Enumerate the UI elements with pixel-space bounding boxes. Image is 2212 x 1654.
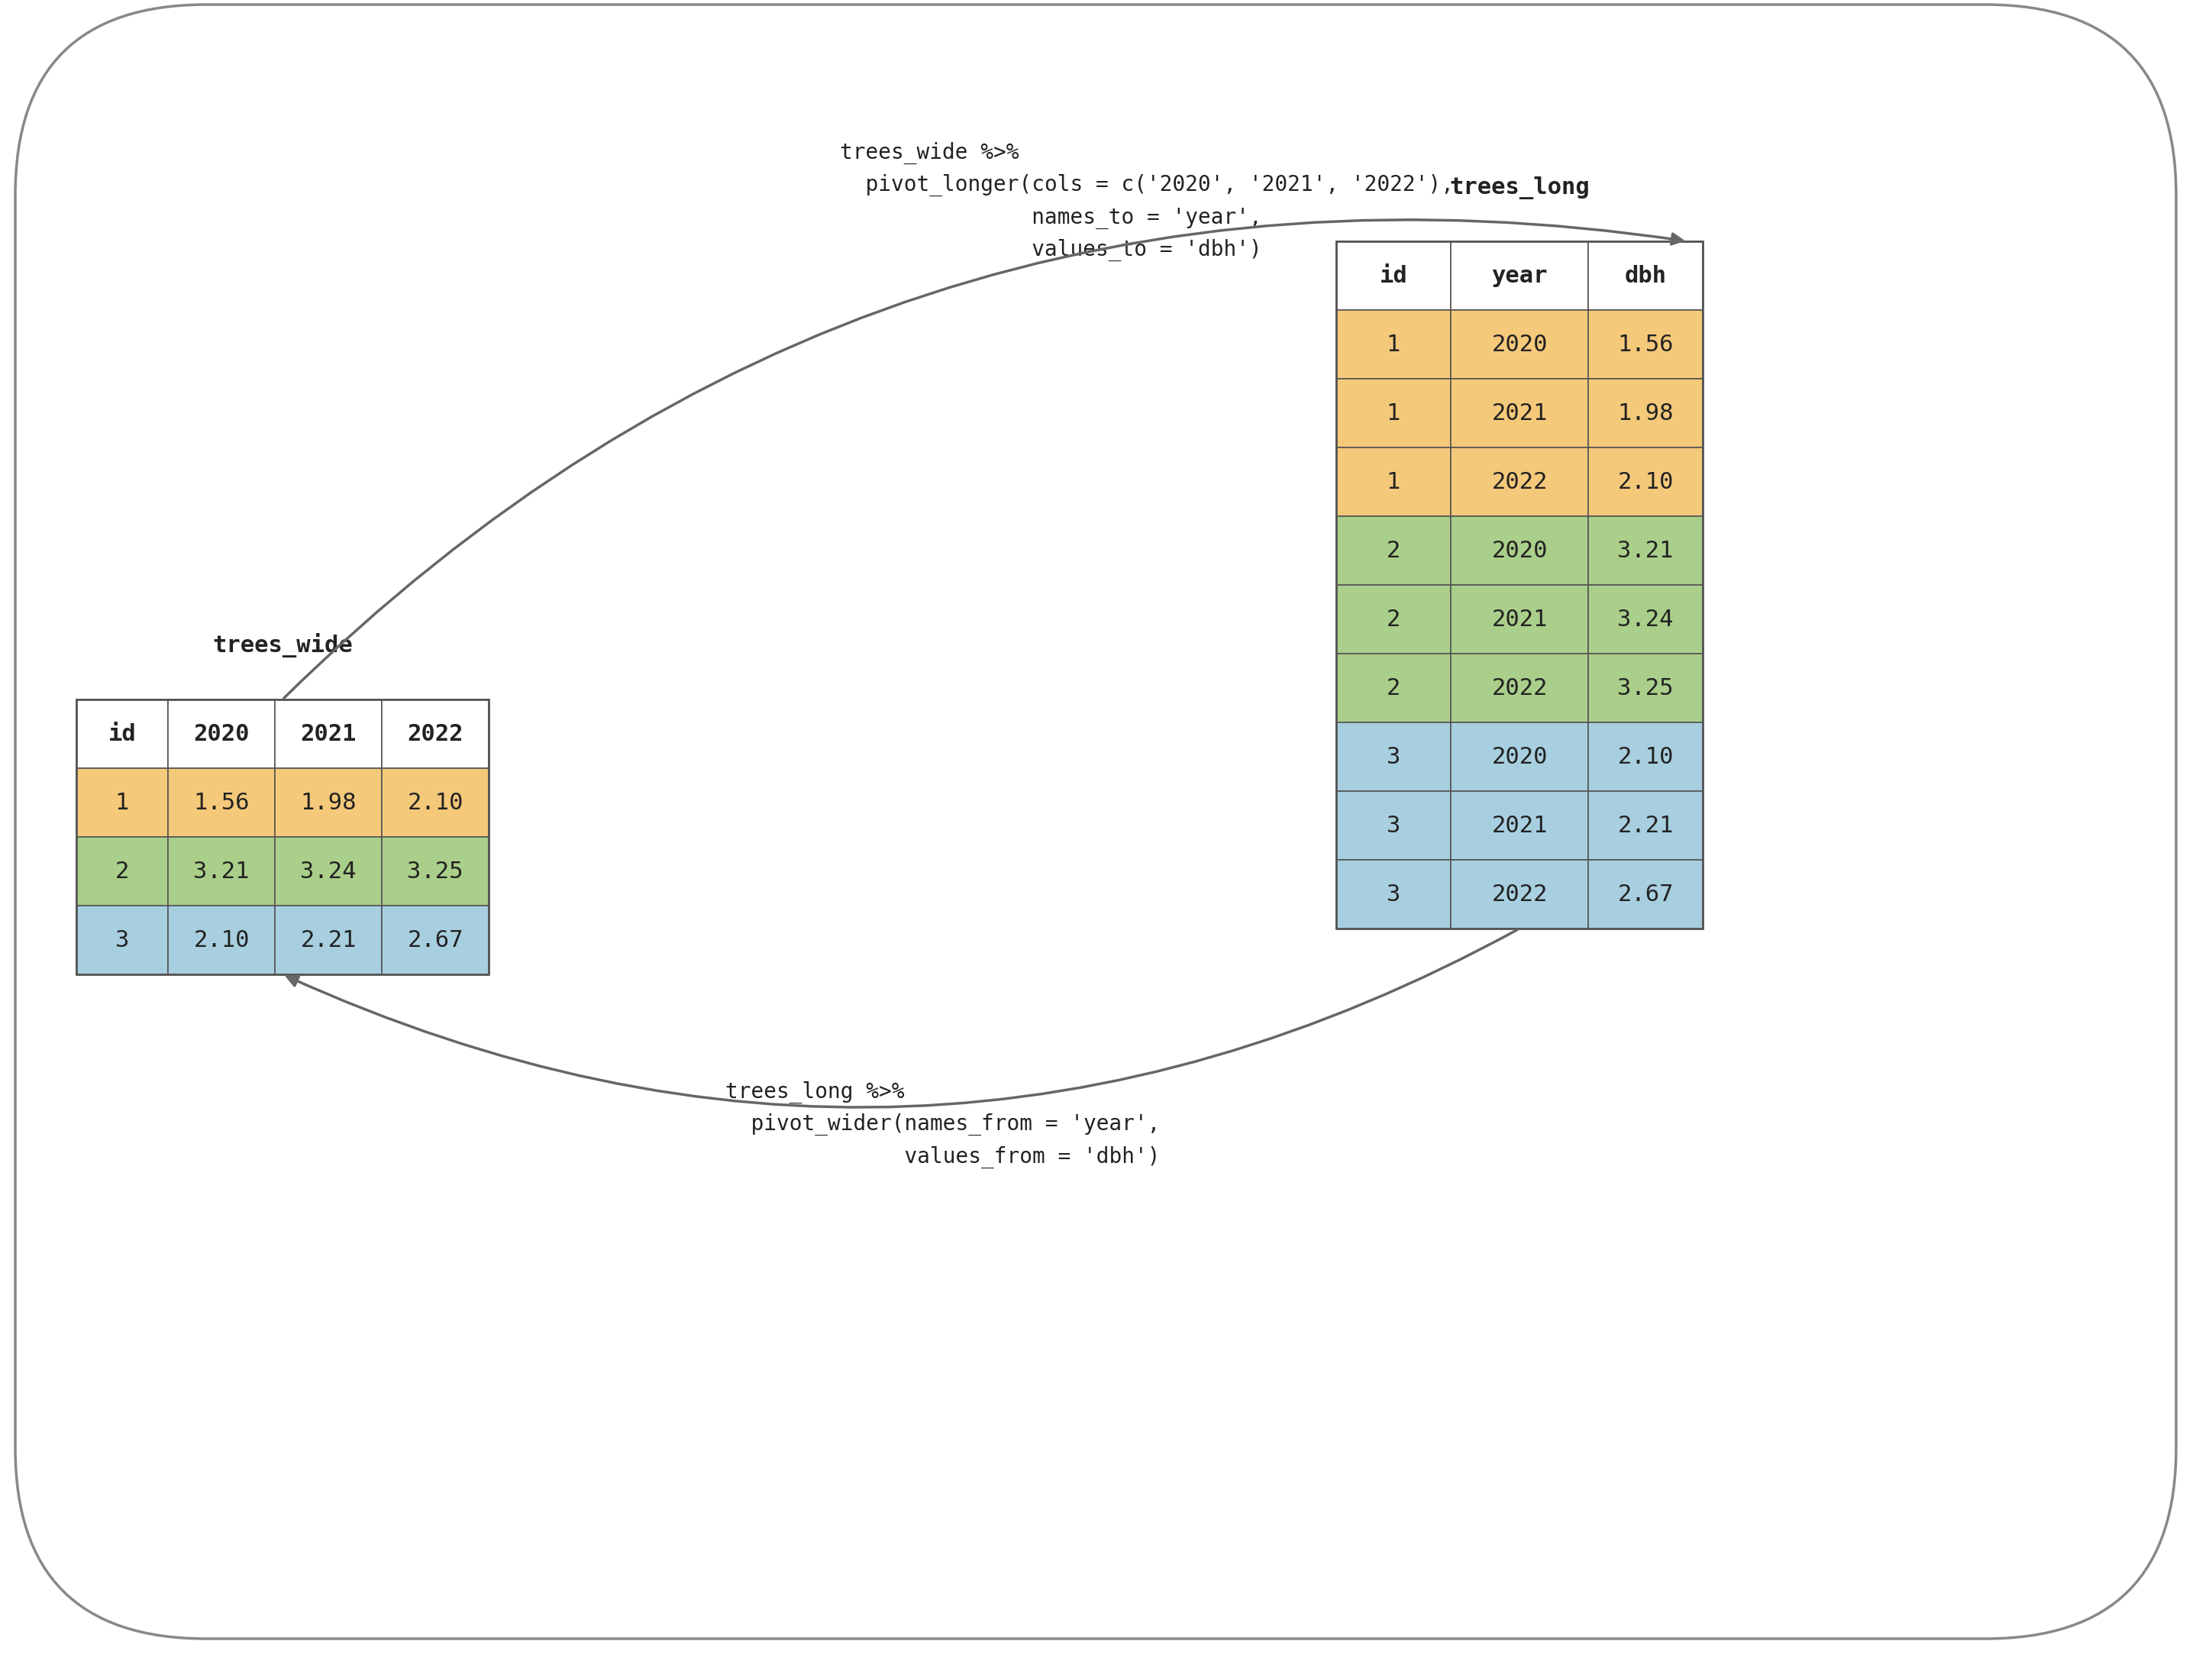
FancyBboxPatch shape <box>383 767 489 837</box>
Text: 3.21: 3.21 <box>1617 539 1674 562</box>
FancyBboxPatch shape <box>1451 723 1588 791</box>
Text: 3.25: 3.25 <box>1617 676 1674 700</box>
FancyBboxPatch shape <box>1336 791 1451 860</box>
Text: 2021: 2021 <box>301 723 356 744</box>
Text: 2.67: 2.67 <box>1617 883 1674 905</box>
Text: 2022: 2022 <box>1491 471 1548 493</box>
FancyBboxPatch shape <box>383 906 489 974</box>
FancyBboxPatch shape <box>1588 586 1703 653</box>
FancyBboxPatch shape <box>1451 791 1588 860</box>
Text: 2020: 2020 <box>1491 539 1548 562</box>
FancyBboxPatch shape <box>1451 586 1588 653</box>
Text: id: id <box>1380 265 1407 286</box>
FancyBboxPatch shape <box>77 837 168 906</box>
FancyBboxPatch shape <box>1588 241 1703 309</box>
Text: 2: 2 <box>1387 539 1400 562</box>
FancyBboxPatch shape <box>1588 723 1703 791</box>
FancyBboxPatch shape <box>1451 241 1588 309</box>
Text: 2.21: 2.21 <box>301 930 356 951</box>
Text: 2022: 2022 <box>1491 676 1548 700</box>
FancyBboxPatch shape <box>77 906 168 974</box>
FancyBboxPatch shape <box>77 767 168 837</box>
FancyBboxPatch shape <box>1451 516 1588 586</box>
FancyBboxPatch shape <box>274 700 383 767</box>
FancyBboxPatch shape <box>168 700 274 767</box>
FancyBboxPatch shape <box>168 906 274 974</box>
FancyBboxPatch shape <box>1588 791 1703 860</box>
FancyArrowPatch shape <box>288 930 1517 1107</box>
Text: 2020: 2020 <box>1491 746 1548 767</box>
Text: 2021: 2021 <box>1491 814 1548 837</box>
Text: 1.56: 1.56 <box>1617 334 1674 356</box>
Text: 3: 3 <box>1387 883 1400 905</box>
Text: 2.10: 2.10 <box>1617 746 1674 767</box>
Text: id: id <box>108 723 137 744</box>
FancyBboxPatch shape <box>1588 516 1703 586</box>
FancyBboxPatch shape <box>1336 653 1451 723</box>
FancyBboxPatch shape <box>1588 860 1703 928</box>
FancyBboxPatch shape <box>274 906 383 974</box>
FancyBboxPatch shape <box>1451 860 1588 928</box>
Text: 2.10: 2.10 <box>407 792 462 814</box>
Text: 2020: 2020 <box>1491 334 1548 356</box>
FancyBboxPatch shape <box>168 767 274 837</box>
Text: 2021: 2021 <box>1491 402 1548 423</box>
Text: 3: 3 <box>1387 814 1400 837</box>
FancyBboxPatch shape <box>168 837 274 906</box>
FancyBboxPatch shape <box>383 700 489 767</box>
FancyBboxPatch shape <box>1588 309 1703 379</box>
Text: 3: 3 <box>1387 746 1400 767</box>
FancyBboxPatch shape <box>1336 309 1451 379</box>
FancyArrowPatch shape <box>283 220 1683 698</box>
FancyBboxPatch shape <box>1336 586 1451 653</box>
FancyBboxPatch shape <box>1451 309 1588 379</box>
Text: 2: 2 <box>115 860 128 882</box>
Text: 2.10: 2.10 <box>1617 471 1674 493</box>
FancyBboxPatch shape <box>1588 653 1703 723</box>
Text: 1: 1 <box>1387 334 1400 356</box>
Text: trees_wide %>%
  pivot_longer(cols = c('2020', '2021', '2022'),
               n: trees_wide %>% pivot_longer(cols = c('20… <box>841 142 1453 261</box>
Text: 3.24: 3.24 <box>1617 609 1674 630</box>
Text: 3.24: 3.24 <box>301 860 356 882</box>
Text: trees_long %>%
  pivot_wider(names_from = 'year',
              values_from = 'd: trees_long %>% pivot_wider(names_from = … <box>726 1082 1161 1168</box>
Text: 2.67: 2.67 <box>407 930 462 951</box>
Text: 1: 1 <box>1387 402 1400 423</box>
Text: 2021: 2021 <box>1491 609 1548 630</box>
Text: 3.21: 3.21 <box>192 860 250 882</box>
Text: 3.25: 3.25 <box>407 860 462 882</box>
FancyBboxPatch shape <box>1588 379 1703 448</box>
Text: 1: 1 <box>115 792 128 814</box>
Text: 2022: 2022 <box>407 723 462 744</box>
Text: 2.10: 2.10 <box>192 930 250 951</box>
Text: year: year <box>1491 265 1548 286</box>
FancyBboxPatch shape <box>1336 860 1451 928</box>
Text: 1.56: 1.56 <box>192 792 250 814</box>
FancyBboxPatch shape <box>383 837 489 906</box>
FancyBboxPatch shape <box>1451 448 1588 516</box>
FancyBboxPatch shape <box>1336 241 1451 309</box>
FancyBboxPatch shape <box>1451 379 1588 448</box>
Text: 1.98: 1.98 <box>301 792 356 814</box>
Text: trees_wide: trees_wide <box>212 633 352 658</box>
Text: 1: 1 <box>1387 471 1400 493</box>
Text: 2020: 2020 <box>192 723 250 744</box>
FancyBboxPatch shape <box>274 767 383 837</box>
Text: 1.98: 1.98 <box>1617 402 1674 423</box>
FancyBboxPatch shape <box>1588 448 1703 516</box>
FancyBboxPatch shape <box>77 700 168 767</box>
Text: 3: 3 <box>115 930 128 951</box>
FancyBboxPatch shape <box>1336 379 1451 448</box>
FancyBboxPatch shape <box>274 837 383 906</box>
Text: 2: 2 <box>1387 676 1400 700</box>
Text: dbh: dbh <box>1624 265 1666 286</box>
FancyBboxPatch shape <box>1451 653 1588 723</box>
Text: 2: 2 <box>1387 609 1400 630</box>
FancyBboxPatch shape <box>1336 516 1451 586</box>
Text: 2.21: 2.21 <box>1617 814 1674 837</box>
FancyBboxPatch shape <box>1336 723 1451 791</box>
Text: trees_long: trees_long <box>1449 177 1590 198</box>
FancyBboxPatch shape <box>1336 448 1451 516</box>
Text: 2022: 2022 <box>1491 883 1548 905</box>
